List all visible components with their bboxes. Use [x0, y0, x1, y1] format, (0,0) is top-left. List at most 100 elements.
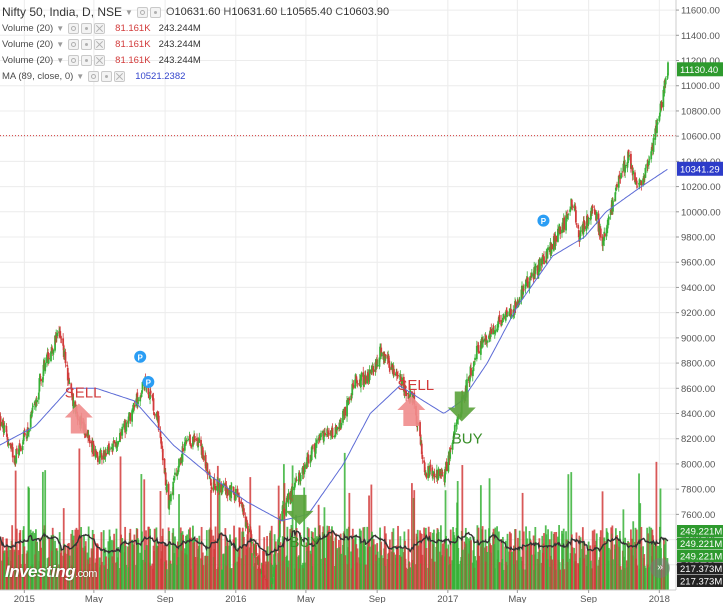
- chevron-down-icon[interactable]: ▼: [56, 55, 65, 65]
- x-tick-label: May: [297, 594, 315, 603]
- candle-body: [591, 205, 594, 212]
- candle-body: [29, 414, 32, 428]
- volume-bar: [32, 531, 34, 590]
- indicator-value-1: 81.161K: [115, 38, 151, 50]
- candle-body: [315, 444, 318, 446]
- candle-body: [96, 454, 99, 458]
- candle-body: [379, 345, 382, 349]
- candle-body: [648, 159, 651, 161]
- candle-body: [647, 164, 650, 166]
- candle-body: [155, 413, 158, 418]
- chevron-down-icon[interactable]: ▼: [76, 71, 85, 81]
- eye-icon[interactable]: [88, 70, 100, 82]
- eye-icon[interactable]: [68, 54, 80, 66]
- chevron-down-icon[interactable]: ▼: [125, 7, 133, 17]
- ohlc-open: O10631.60: [165, 6, 221, 18]
- indicator-label[interactable]: Volume (20): [2, 54, 54, 66]
- eye-icon[interactable]: [68, 22, 80, 34]
- candle-body: [113, 440, 116, 444]
- scroll-to-latest-button[interactable]: »: [650, 558, 670, 578]
- volume-bar: [437, 532, 440, 590]
- volume-bar: [496, 526, 498, 590]
- y-tick-label: 9800.00: [681, 233, 715, 244]
- candle-body: [302, 466, 305, 475]
- x-tick-label: 2017: [437, 594, 458, 603]
- candle-body: [147, 388, 150, 395]
- indicator-row-volume-2[interactable]: Volume (20) ▼ 81.161K 243.244M: [0, 36, 676, 52]
- candle-body: [512, 310, 515, 313]
- volume-bar: [44, 470, 47, 590]
- candle-body: [351, 384, 354, 396]
- candle-body: [289, 500, 292, 501]
- volume-bar: [293, 540, 296, 590]
- chevron-down-icon[interactable]: ▼: [56, 23, 65, 33]
- candle-body: [593, 209, 596, 211]
- candle-body: [278, 536, 281, 543]
- eye-icon[interactable]: [136, 6, 148, 18]
- indicator-row-volume-3[interactable]: Volume (20) ▼ 81.161K 243.244M: [0, 52, 676, 68]
- instrument-title[interactable]: Nifty 50, India, D, NSE: [2, 5, 123, 19]
- indicator-label[interactable]: Volume (20): [2, 38, 54, 50]
- volume-bar: [194, 557, 197, 590]
- candle-body: [640, 180, 643, 186]
- close-icon[interactable]: [94, 38, 106, 50]
- volume-bar: [622, 509, 625, 590]
- candle-body: [170, 493, 172, 502]
- gear-icon[interactable]: [81, 22, 93, 34]
- candle-body: [64, 351, 67, 364]
- candle-body: [563, 217, 566, 230]
- candle-body: [620, 172, 622, 179]
- indicator-label[interactable]: Volume (20): [2, 22, 54, 34]
- candle-body: [555, 235, 558, 242]
- candle-body: [282, 507, 285, 509]
- indicator-row-volume-1[interactable]: Volume (20) ▼ 81.161K 243.244M: [0, 20, 676, 36]
- y-tick-label: 7800.00: [681, 485, 715, 496]
- chevron-down-icon[interactable]: ▼: [56, 39, 65, 49]
- candle-body: [213, 478, 216, 486]
- candle-body: [577, 230, 580, 238]
- volume-bar: [407, 529, 410, 590]
- candle-body: [421, 455, 424, 459]
- candle-body: [441, 473, 443, 476]
- candle-body: [635, 180, 638, 185]
- candle-body: [384, 354, 387, 356]
- candle-body: [230, 486, 233, 499]
- volume-bar: [449, 529, 452, 590]
- candle-body: [287, 493, 290, 504]
- volume-bar: [624, 537, 627, 590]
- y-tick-label: 11200.00: [681, 56, 720, 67]
- candle-body: [303, 472, 306, 474]
- indicator-row-ma[interactable]: MA (89, close, 0) ▼ 10521.2382: [0, 68, 676, 84]
- candle-body: [7, 442, 10, 445]
- volume-bar: [105, 556, 107, 590]
- volume-bar: [214, 526, 217, 590]
- candle-body: [457, 418, 460, 420]
- candle-body: [241, 503, 244, 512]
- candle-body: [654, 128, 657, 140]
- gear-icon[interactable]: [149, 6, 161, 18]
- gear-icon[interactable]: [81, 54, 93, 66]
- volume-bar: [165, 569, 168, 590]
- candle-body: [547, 247, 549, 251]
- close-icon[interactable]: [114, 70, 126, 82]
- candle-body: [110, 447, 113, 450]
- indicator-label[interactable]: MA (89, close, 0): [2, 70, 74, 82]
- eye-icon[interactable]: [68, 38, 80, 50]
- candle-body: [314, 443, 317, 454]
- y-tick-label: 10000.00: [681, 207, 721, 218]
- candle-body: [656, 123, 658, 133]
- candle-body: [306, 457, 308, 468]
- gear-icon[interactable]: [81, 38, 93, 50]
- candle-body: [510, 309, 512, 317]
- candle-body: [574, 205, 577, 210]
- volume-tag: [677, 562, 723, 575]
- price-tag: [677, 161, 723, 176]
- volume-bar: [269, 530, 272, 590]
- close-icon[interactable]: [94, 54, 106, 66]
- candle-body: [307, 462, 310, 464]
- gear-icon[interactable]: [101, 70, 113, 82]
- volume-bar: [453, 537, 456, 590]
- close-icon[interactable]: [94, 22, 106, 34]
